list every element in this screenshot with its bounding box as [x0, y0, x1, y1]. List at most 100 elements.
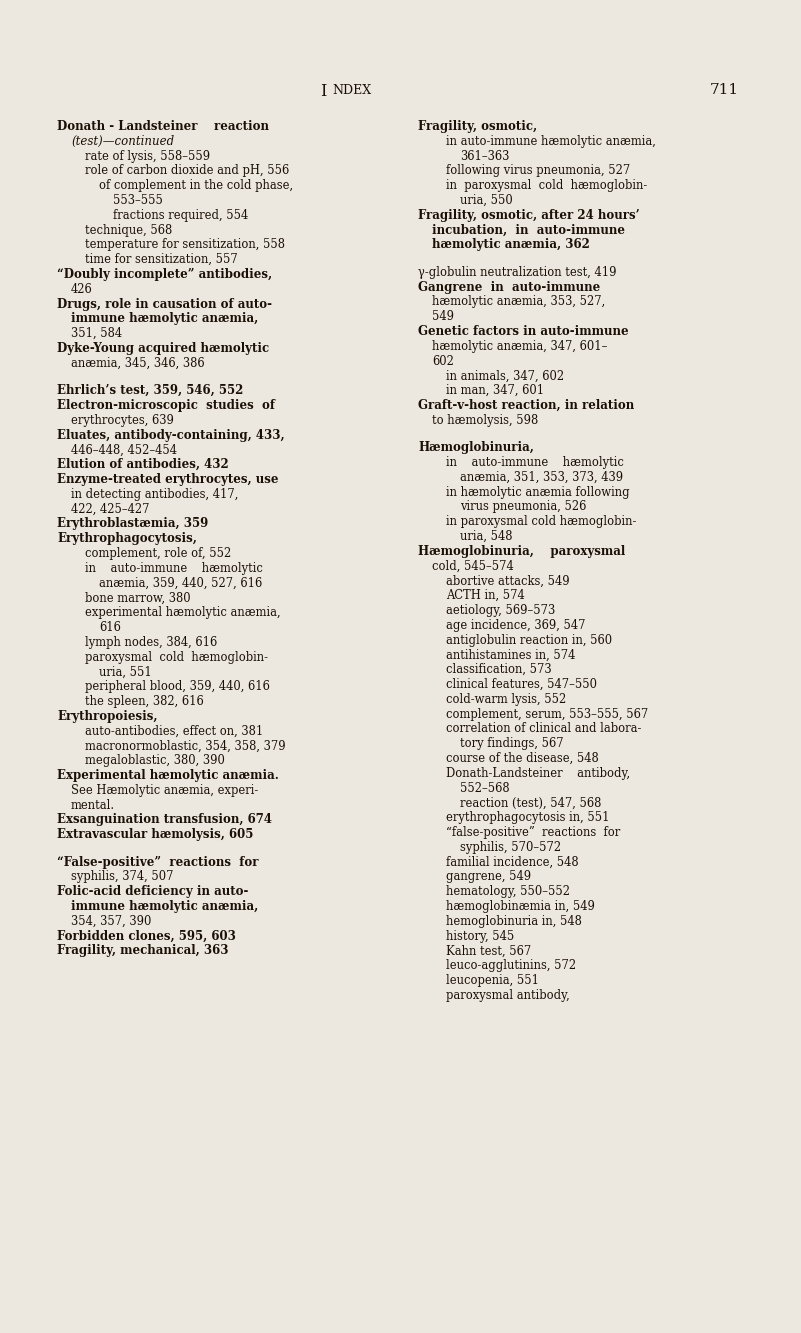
Text: leuco-agglutinins, 572: leuco-agglutinins, 572: [446, 960, 576, 972]
Text: aetiology, 569–573: aetiology, 569–573: [446, 604, 555, 617]
Text: (test)—continued: (test)—continued: [71, 135, 174, 148]
Text: abortive attacks, 549: abortive attacks, 549: [446, 575, 570, 588]
Text: experimental hæmolytic anæmia,: experimental hæmolytic anæmia,: [85, 607, 280, 620]
Text: Ehrlich’s test, 359, 546, 552: Ehrlich’s test, 359, 546, 552: [57, 384, 244, 397]
Text: erythrocytes, 639: erythrocytes, 639: [71, 413, 174, 427]
Text: Dyke-Young acquired hæmolytic: Dyke-Young acquired hæmolytic: [57, 343, 269, 355]
Text: the spleen, 382, 616: the spleen, 382, 616: [85, 694, 203, 708]
Text: Fragility, osmotic,: Fragility, osmotic,: [418, 120, 537, 133]
Text: Enzyme-treated erythrocytes, use: Enzyme-treated erythrocytes, use: [57, 473, 279, 487]
Text: paroxysmal antibody,: paroxysmal antibody,: [446, 989, 570, 1002]
Text: in  paroxysmal  cold  hæmoglobin-: in paroxysmal cold hæmoglobin-: [446, 179, 647, 192]
Text: immune hæmolytic anæmia,: immune hæmolytic anæmia,: [71, 900, 258, 913]
Text: hæmoglobinæmia in, 549: hæmoglobinæmia in, 549: [446, 900, 595, 913]
Text: 361–363: 361–363: [460, 149, 509, 163]
Text: Folic-acid deficiency in auto-: Folic-acid deficiency in auto-: [57, 885, 248, 898]
Text: lymph nodes, 384, 616: lymph nodes, 384, 616: [85, 636, 217, 649]
Text: leucopenia, 551: leucopenia, 551: [446, 974, 539, 986]
Text: cold-warm lysis, 552: cold-warm lysis, 552: [446, 693, 566, 705]
Text: NDEX: NDEX: [332, 84, 371, 97]
Text: rate of lysis, 558–559: rate of lysis, 558–559: [85, 149, 210, 163]
Text: 616: 616: [99, 621, 121, 635]
Text: fractions required, 554: fractions required, 554: [113, 209, 248, 221]
Text: in paroxysmal cold hæmoglobin-: in paroxysmal cold hæmoglobin-: [446, 515, 636, 528]
Text: role of carbon dioxide and pH, 556: role of carbon dioxide and pH, 556: [85, 164, 289, 177]
Text: complement, role of, 552: complement, role of, 552: [85, 547, 231, 560]
Text: hæmolytic anæmia, 362: hæmolytic anæmia, 362: [432, 239, 590, 252]
Text: immune hæmolytic anæmia,: immune hæmolytic anæmia,: [71, 312, 258, 325]
Text: Erythroblastæmia, 359: Erythroblastæmia, 359: [57, 517, 208, 531]
Text: 354, 357, 390: 354, 357, 390: [71, 914, 151, 928]
Text: in hæmolytic anæmia following: in hæmolytic anæmia following: [446, 485, 630, 499]
Text: 351, 584: 351, 584: [71, 327, 122, 340]
Text: cold, 545–574: cold, 545–574: [432, 560, 513, 573]
Text: I: I: [320, 83, 326, 100]
Text: Forbidden clones, 595, 603: Forbidden clones, 595, 603: [57, 929, 235, 942]
Text: Graft-v-host reaction, in relation: Graft-v-host reaction, in relation: [418, 399, 634, 412]
Text: uria, 551: uria, 551: [99, 665, 151, 678]
Text: age incidence, 369, 547: age incidence, 369, 547: [446, 619, 586, 632]
Text: in detecting antibodies, 417,: in detecting antibodies, 417,: [71, 488, 239, 501]
Text: syphilis, 570–572: syphilis, 570–572: [460, 841, 562, 853]
Text: Experimental hæmolytic anæmia.: Experimental hæmolytic anæmia.: [57, 769, 279, 782]
Text: to hæmolysis, 598: to hæmolysis, 598: [432, 413, 538, 427]
Text: in man, 347, 601: in man, 347, 601: [446, 384, 544, 397]
Text: “false-positive”  reactions  for: “false-positive” reactions for: [446, 826, 620, 838]
Text: history, 545: history, 545: [446, 929, 514, 942]
Text: clinical features, 547–550: clinical features, 547–550: [446, 678, 597, 690]
Text: reaction (test), 547, 568: reaction (test), 547, 568: [460, 796, 602, 809]
Text: megaloblastic, 380, 390: megaloblastic, 380, 390: [85, 754, 225, 768]
Text: peripheral blood, 359, 440, 616: peripheral blood, 359, 440, 616: [85, 680, 270, 693]
Text: Hæmoglobinuria,    paroxysmal: Hæmoglobinuria, paroxysmal: [418, 545, 626, 557]
Text: in    auto-immune    hæmolytic: in auto-immune hæmolytic: [446, 456, 624, 469]
Text: syphilis, 374, 507: syphilis, 374, 507: [71, 870, 174, 884]
Text: virus pneumonia, 526: virus pneumonia, 526: [460, 500, 586, 513]
Text: Hæmoglobinuria,: Hæmoglobinuria,: [418, 441, 534, 455]
Text: γ-globulin neutralization test, 419: γ-globulin neutralization test, 419: [418, 265, 617, 279]
Text: Fragility, mechanical, 363: Fragility, mechanical, 363: [57, 944, 228, 957]
Text: Electron-microscopic  studies  of: Electron-microscopic studies of: [57, 399, 275, 412]
Text: mental.: mental.: [71, 798, 115, 812]
Text: gangrene, 549: gangrene, 549: [446, 870, 531, 884]
Text: paroxysmal  cold  hæmoglobin-: paroxysmal cold hæmoglobin-: [85, 651, 268, 664]
Text: following virus pneumonia, 527: following virus pneumonia, 527: [446, 164, 630, 177]
Text: Donath - Landsteiner    reaction: Donath - Landsteiner reaction: [57, 120, 269, 133]
Text: uria, 550: uria, 550: [460, 195, 513, 207]
Text: correlation of clinical and labora-: correlation of clinical and labora-: [446, 722, 642, 736]
Text: hæmolytic anæmia, 353, 527,: hæmolytic anæmia, 353, 527,: [432, 296, 606, 308]
Text: hematology, 550–552: hematology, 550–552: [446, 885, 570, 898]
Text: macronormoblastic, 354, 358, 379: macronormoblastic, 354, 358, 379: [85, 740, 286, 752]
Text: 602: 602: [432, 355, 454, 368]
Text: Eluates, antibody-containing, 433,: Eluates, antibody-containing, 433,: [57, 429, 284, 441]
Text: Erythropoiesis,: Erythropoiesis,: [57, 709, 158, 722]
Text: Drugs, role in causation of auto-: Drugs, role in causation of auto-: [57, 297, 272, 311]
Text: complement, serum, 553–555, 567: complement, serum, 553–555, 567: [446, 708, 648, 721]
Text: in auto-immune hæmolytic anæmia,: in auto-immune hæmolytic anæmia,: [446, 135, 656, 148]
Text: 446–448, 452–454: 446–448, 452–454: [71, 444, 177, 456]
Text: in animals, 347, 602: in animals, 347, 602: [446, 369, 564, 383]
Text: 426: 426: [71, 283, 93, 296]
Text: “Doubly incomplete” antibodies,: “Doubly incomplete” antibodies,: [57, 268, 272, 281]
Text: auto-antibodies, effect on, 381: auto-antibodies, effect on, 381: [85, 725, 264, 737]
Text: 553–555: 553–555: [113, 195, 163, 207]
Text: of complement in the cold phase,: of complement in the cold phase,: [99, 179, 293, 192]
Text: Gangrene  in  auto-immune: Gangrene in auto-immune: [418, 280, 600, 293]
Text: classification, 573: classification, 573: [446, 663, 552, 676]
Text: familial incidence, 548: familial incidence, 548: [446, 856, 578, 869]
Text: hemoglobinuria in, 548: hemoglobinuria in, 548: [446, 914, 582, 928]
Text: hæmolytic anæmia, 347, 601–: hæmolytic anæmia, 347, 601–: [432, 340, 607, 353]
Text: Erythrophagocytosis,: Erythrophagocytosis,: [57, 532, 197, 545]
Text: “False-positive”  reactions  for: “False-positive” reactions for: [57, 856, 259, 869]
Text: course of the disease, 548: course of the disease, 548: [446, 752, 599, 765]
Text: 422, 425–427: 422, 425–427: [71, 503, 150, 516]
Text: erythrophagocytosis in, 551: erythrophagocytosis in, 551: [446, 812, 610, 824]
Text: Donath-Landsteiner    antibody,: Donath-Landsteiner antibody,: [446, 766, 630, 780]
Text: anæmia, 359, 440, 527, 616: anæmia, 359, 440, 527, 616: [99, 577, 262, 589]
Text: in    auto-immune    hæmolytic: in auto-immune hæmolytic: [85, 561, 263, 575]
Text: Genetic factors in auto-immune: Genetic factors in auto-immune: [418, 325, 629, 339]
Text: 711: 711: [710, 83, 739, 97]
Text: 549: 549: [432, 311, 454, 323]
Text: Fragility, osmotic, after 24 hours’: Fragility, osmotic, after 24 hours’: [418, 209, 640, 221]
Text: anæmia, 345, 346, 386: anæmia, 345, 346, 386: [71, 357, 204, 369]
Text: anæmia, 351, 353, 373, 439: anæmia, 351, 353, 373, 439: [460, 471, 623, 484]
